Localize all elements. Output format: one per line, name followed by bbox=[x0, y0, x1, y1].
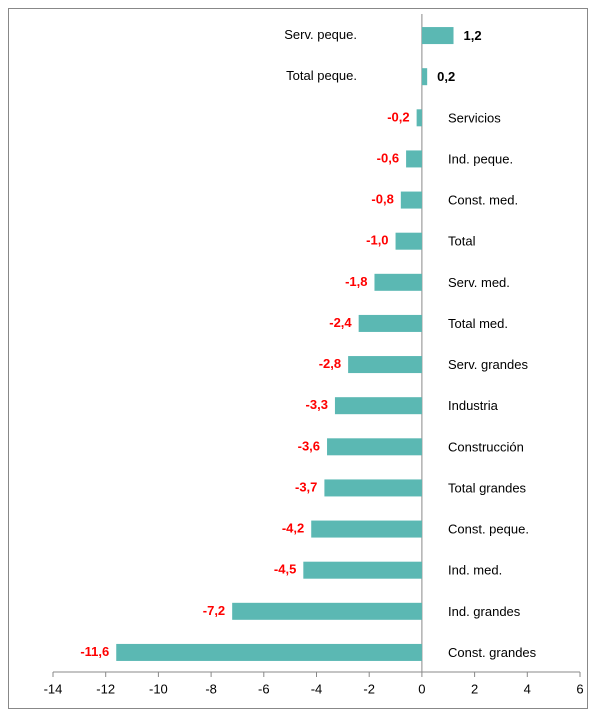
category-label: Const. med. bbox=[448, 193, 518, 208]
value-label: -0,8 bbox=[371, 192, 393, 207]
bar bbox=[116, 643, 422, 661]
value-label: -1,8 bbox=[345, 274, 367, 289]
category-label: Serv. med. bbox=[448, 275, 510, 290]
category-label: Serv. grandes bbox=[448, 357, 528, 372]
value-label: -3,3 bbox=[306, 397, 328, 412]
bar bbox=[327, 438, 422, 456]
value-label: -7,2 bbox=[203, 603, 225, 618]
x-tick-label: -2 bbox=[363, 681, 375, 696]
value-label: 1,2 bbox=[464, 28, 482, 43]
x-tick-label: 4 bbox=[524, 681, 531, 696]
x-tick-label: -12 bbox=[96, 681, 115, 696]
value-label: -2,8 bbox=[319, 356, 341, 371]
category-label: Ind. grandes bbox=[448, 604, 521, 619]
bar bbox=[324, 479, 422, 497]
value-label: 0,2 bbox=[437, 69, 455, 84]
value-label: -4,2 bbox=[282, 521, 304, 536]
category-label: Servicios bbox=[448, 110, 501, 125]
x-tick-label: 2 bbox=[471, 681, 478, 696]
category-label: Const. peque. bbox=[448, 522, 529, 537]
category-label: Construcción bbox=[448, 439, 524, 454]
x-tick-label: -14 bbox=[44, 681, 63, 696]
bar bbox=[303, 561, 422, 579]
value-label: -11,6 bbox=[80, 644, 109, 659]
bar bbox=[400, 191, 422, 209]
x-tick-label: -10 bbox=[149, 681, 168, 696]
value-label: -0,2 bbox=[387, 109, 409, 124]
bar bbox=[406, 150, 422, 168]
x-tick-label: 6 bbox=[576, 681, 583, 696]
x-tick-label: -8 bbox=[205, 681, 217, 696]
bar bbox=[348, 356, 422, 374]
bar bbox=[232, 602, 422, 620]
bar bbox=[358, 314, 422, 332]
bar bbox=[311, 520, 422, 538]
category-label: Serv. peque. bbox=[284, 27, 357, 42]
chart-frame bbox=[8, 8, 588, 709]
bar bbox=[416, 109, 422, 127]
category-label: Ind. peque. bbox=[448, 151, 513, 166]
x-tick-label: 0 bbox=[418, 681, 425, 696]
category-label: Total bbox=[448, 234, 476, 249]
category-label: Total peque. bbox=[286, 68, 357, 83]
bar bbox=[374, 273, 422, 291]
bar bbox=[334, 397, 422, 415]
value-label: -2,4 bbox=[329, 315, 352, 330]
bar bbox=[421, 68, 428, 86]
value-label: -3,7 bbox=[295, 479, 317, 494]
x-tick-label: -4 bbox=[311, 681, 323, 696]
value-label: -3,6 bbox=[298, 438, 320, 453]
bar bbox=[421, 27, 454, 45]
category-label: Const. grandes bbox=[448, 645, 537, 660]
x-tick-label: -6 bbox=[258, 681, 270, 696]
category-label: Total grandes bbox=[448, 480, 527, 495]
value-label: -1,0 bbox=[366, 233, 388, 248]
value-label: -0,6 bbox=[377, 150, 399, 165]
value-label: -4,5 bbox=[274, 562, 296, 577]
bar bbox=[395, 232, 422, 250]
category-label: Ind. med. bbox=[448, 563, 502, 578]
category-label: Industria bbox=[448, 398, 499, 413]
category-label: Total med. bbox=[448, 316, 508, 331]
